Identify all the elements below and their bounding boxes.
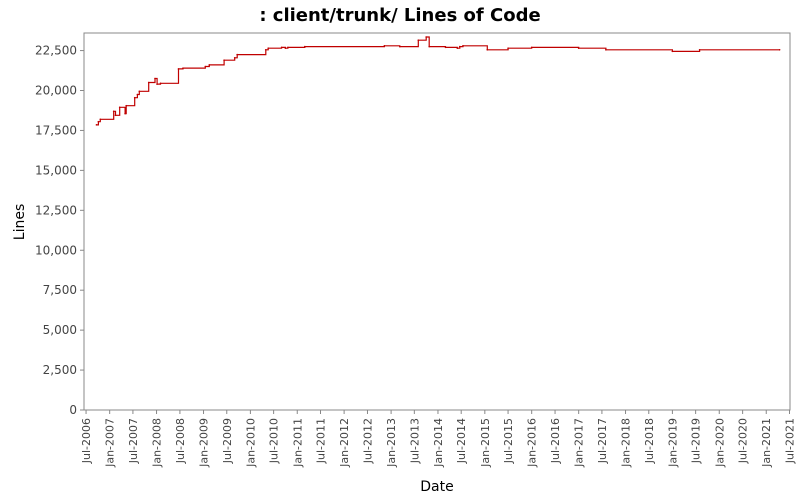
y-tick-label: 20,000 [35,84,77,98]
x-tick-label: Jan-2013 [385,418,398,468]
x-tick-label: Jan-2019 [666,418,679,468]
x-tick-label: Jul-2018 [643,418,656,464]
x-tick-label: Jul-2016 [549,418,562,464]
x-tick-label: Jan-2010 [244,418,257,468]
data-point [99,118,102,121]
data-point [778,48,781,51]
x-axis-title: Date [420,479,453,495]
data-point [267,47,270,49]
data-point [698,48,701,51]
data-point [428,45,431,48]
y-axis-title: Lines [12,204,28,240]
data-point [136,93,139,96]
data-point [507,47,509,49]
data-point [530,46,533,49]
y-tick-label: 17,500 [35,123,77,137]
x-tick-label: Jan-2011 [291,418,304,468]
x-tick-label: Jan-2015 [479,418,492,468]
data-point [236,53,238,56]
plot-area [83,32,791,411]
data-point [182,67,184,69]
x-tick-label: Jan-2021 [760,418,773,468]
x-tick-label: Jul-2020 [737,418,750,464]
x-tick-label: Jul-2013 [408,418,421,464]
data-point [138,90,141,93]
x-tick-label: Jul-2019 [690,418,703,464]
data-point [147,81,150,84]
data-point [233,56,236,59]
x-tick-label: Jul-2017 [596,418,609,464]
data-point [577,47,580,49]
x-tick-label: Jan-2008 [151,418,164,468]
data-point [458,45,461,48]
data-point [156,83,158,85]
x-tick-label: Jan-2017 [573,418,586,468]
y-tick-label: 15,000 [35,163,77,177]
x-tick-label: Jan-2018 [620,418,633,468]
data-point [154,77,156,80]
data-point [264,48,267,51]
x-tick-label: Jan-2012 [338,418,351,468]
y-tick-label: 12,500 [35,203,77,217]
data-point [399,45,401,48]
y-tick-label: 10,000 [35,243,77,257]
x-tick-label: Jan-2020 [713,418,726,468]
data-point [417,39,420,41]
data-point [223,59,225,61]
series-layer [95,36,781,126]
data-point [444,46,447,49]
x-tick-label: Jan-2014 [432,418,445,468]
data-point [97,120,100,123]
x-tick-label: Jul-2010 [268,418,281,464]
data-point [112,110,115,113]
y-axis: 0 2,500 5,000 7,500 10,000 12,500 15,000 17,500… [35,44,84,417]
data-point [177,68,180,70]
data-point [605,48,607,51]
data-point [383,44,386,47]
data-point [95,124,98,126]
x-tick-label: Jan-2009 [198,418,211,468]
data-point [204,65,207,68]
x-tick-label: Jul-2015 [502,418,515,464]
x-tick-label: Jul-2008 [174,418,187,464]
y-tick-label: 0 [69,403,77,417]
data-point [125,104,128,107]
data-point [114,114,117,117]
data-point [287,46,289,49]
x-tick-label: Jan-2007 [104,418,117,468]
y-tick-label: 5,000 [43,323,77,337]
x-tick-label: Jul-2012 [361,418,374,464]
y-tick-label: 22,500 [35,44,77,58]
x-tick-label: Jul-2009 [221,418,234,464]
data-point [208,64,211,66]
data-point [124,112,126,115]
y-tick-label: 2,500 [43,363,77,377]
x-axis: Jul-2006 Jan-2007 Jul-2007 Jan-2008 Jul-2008… [80,410,796,468]
data-point [304,45,306,48]
x-tick-label: Jul-2011 [314,418,327,464]
chart-title: : client/trunk/ Lines of Code [259,5,540,26]
x-tick-label: Jul-2021 [783,418,796,464]
data-point [671,50,674,53]
data-point [456,47,459,49]
data-point [425,36,427,38]
x-tick-label: Jul-2007 [127,418,140,464]
x-tick-label: Jul-2006 [80,418,93,464]
data-point [284,47,287,49]
x-tick-label: Jul-2014 [455,418,468,464]
data-point [486,48,489,51]
series-line [96,36,780,126]
data-point [280,46,283,49]
y-tick-label: 7,500 [43,283,77,297]
data-point [133,96,136,99]
x-tick-label: Jan-2016 [526,418,539,468]
data-point [159,82,162,85]
data-point [462,44,464,47]
data-point [118,106,121,109]
